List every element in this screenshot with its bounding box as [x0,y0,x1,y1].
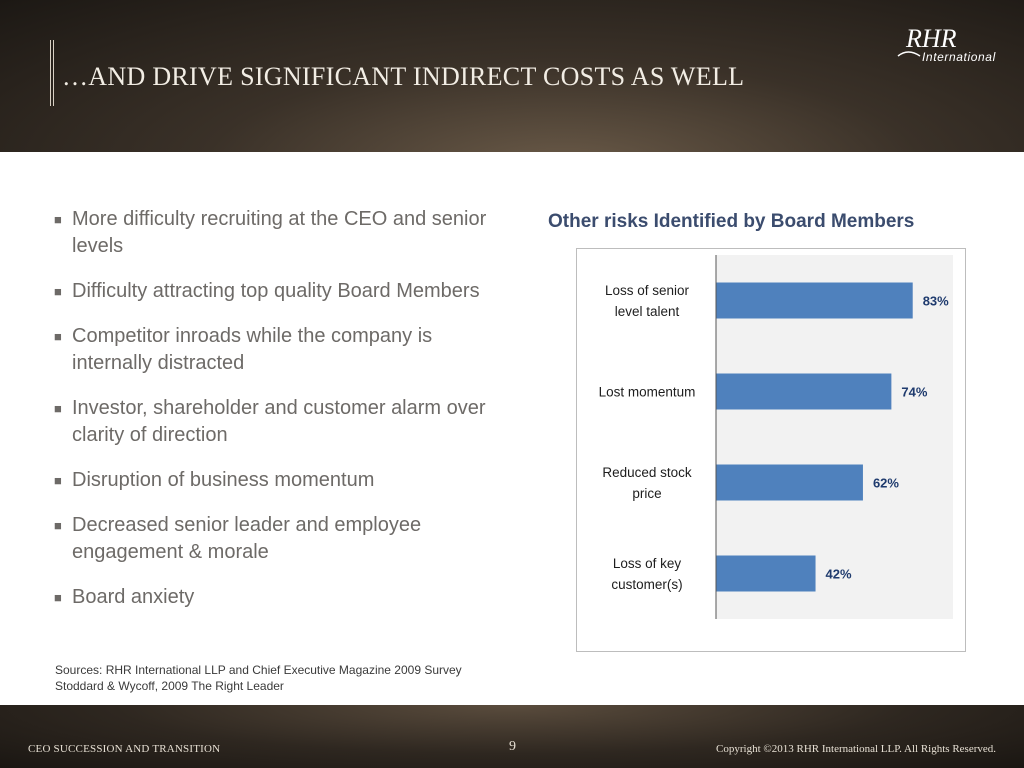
data-label: 42% [826,567,852,582]
bullet-text: Difficulty attracting top quality Board … [72,280,480,302]
sources-line: Stoddard & Wycoff, 2009 The Right Leader [55,679,284,693]
category-label: Loss of key [613,556,682,571]
bullet-marker-icon: ■ [54,329,62,344]
footer-section-title: CEO SUCCESSION AND TRANSITION [28,743,221,755]
bar [716,373,892,410]
bullet-item: ■ Decreased senior leader and employee en… [52,512,502,566]
sources-line: Sources: RHR International LLP and Chief… [55,663,462,677]
sources-note: Sources: RHR International LLP and Chief… [55,662,515,694]
page-number: 9 [509,739,516,754]
logo-swoosh-icon [897,51,921,57]
bar-chart: 83% Loss of senior level talent 74% Lost mom… [599,255,953,619]
bullet-text: More difficulty recruiting at the CEO an… [72,208,487,257]
bullet-item: ■ Board anxiety [52,584,502,611]
bullet-text: Competitor inroads while the company is … [72,325,433,374]
bullet-item: ■ Difficulty attracting top quality Board… [52,278,502,305]
data-label: 83% [923,294,949,309]
bullet-text: Decreased senior leader and employee eng… [72,514,422,563]
bullet-item: ■ Competitor inroads while the company is… [52,323,502,377]
bullet-marker-icon: ■ [54,590,62,605]
data-label: 62% [873,476,899,491]
category-label: level talent [615,304,680,319]
chart-container: 83% Loss of senior level talent 74% Lost mom… [576,248,966,652]
category-label: price [632,486,661,501]
category-label: Reduced stock [602,465,692,480]
header: …AND DRIVE SIGNIFICANT INDIRECT COSTS AS… [0,0,1024,152]
logo-primary-text: RHR [906,24,957,53]
bullet-marker-icon: ■ [54,212,62,227]
bar [716,464,863,501]
bullet-item: ■ Disruption of business momentum [52,467,502,494]
bullet-marker-icon: ■ [54,401,62,416]
slide-title: …AND DRIVE SIGNIFICANT INDIRECT COSTS AS… [62,62,745,91]
logo-secondary-text: International [922,50,996,64]
bullet-marker-icon: ■ [54,518,62,533]
bullet-text: Board anxiety [72,586,195,608]
title-accent-bar [50,40,54,106]
bullet-text: Disruption of business momentum [72,469,375,491]
bar [716,282,913,319]
chart-title: Other risks Identified by Board Members [548,211,915,232]
bullet-list: ■ More difficulty recruiting at the CEO a… [52,206,502,629]
company-logo: RHR International [896,24,1008,70]
category-label: Lost momentum [599,385,696,400]
data-label: 74% [901,385,927,400]
bullet-marker-icon: ■ [54,284,62,299]
footer: CEO SUCCESSION AND TRANSITION 9 Copyrigh… [0,705,1024,768]
category-label: Loss of senior [605,283,690,298]
bar [716,555,816,592]
bullet-marker-icon: ■ [54,473,62,488]
copyright-notice: Copyright ©2013 RHR International LLP. A… [716,743,996,755]
bullet-item: ■ Investor, shareholder and customer alar… [52,395,502,449]
bullet-item: ■ More difficulty recruiting at the CEO a… [52,206,502,260]
bullet-text: Investor, shareholder and customer alarm… [72,397,486,446]
category-label: customer(s) [611,577,682,592]
